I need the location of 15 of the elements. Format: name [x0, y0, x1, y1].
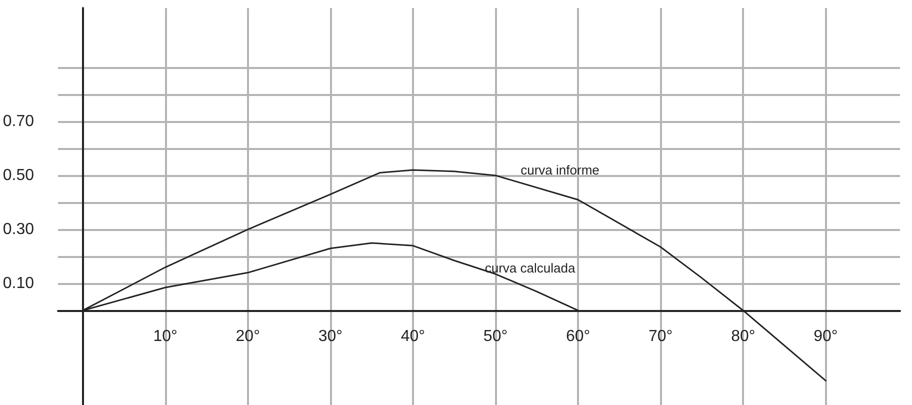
y-tick-label: 0.10 [2, 274, 34, 292]
x-tick-label: 70° [648, 328, 673, 345]
y-tick-label: 0.50 [2, 166, 34, 184]
x-tick-label: 30° [318, 328, 343, 345]
x-tick-label: 80° [731, 328, 756, 345]
y-tick-label: 0.30 [2, 220, 34, 238]
x-tick-label: 50° [483, 328, 508, 345]
annotation: curva calculada [484, 260, 576, 276]
x-tick-label: 40° [400, 328, 426, 345]
x-tick-label: 10° [153, 328, 178, 345]
x-tick-label: 60° [566, 328, 590, 345]
y-tick-label: 0.70 [2, 112, 34, 130]
x-tick-label: 20° [236, 328, 260, 345]
x-tick-label: 90° [814, 328, 838, 345]
annotation: curva informe [520, 162, 600, 178]
